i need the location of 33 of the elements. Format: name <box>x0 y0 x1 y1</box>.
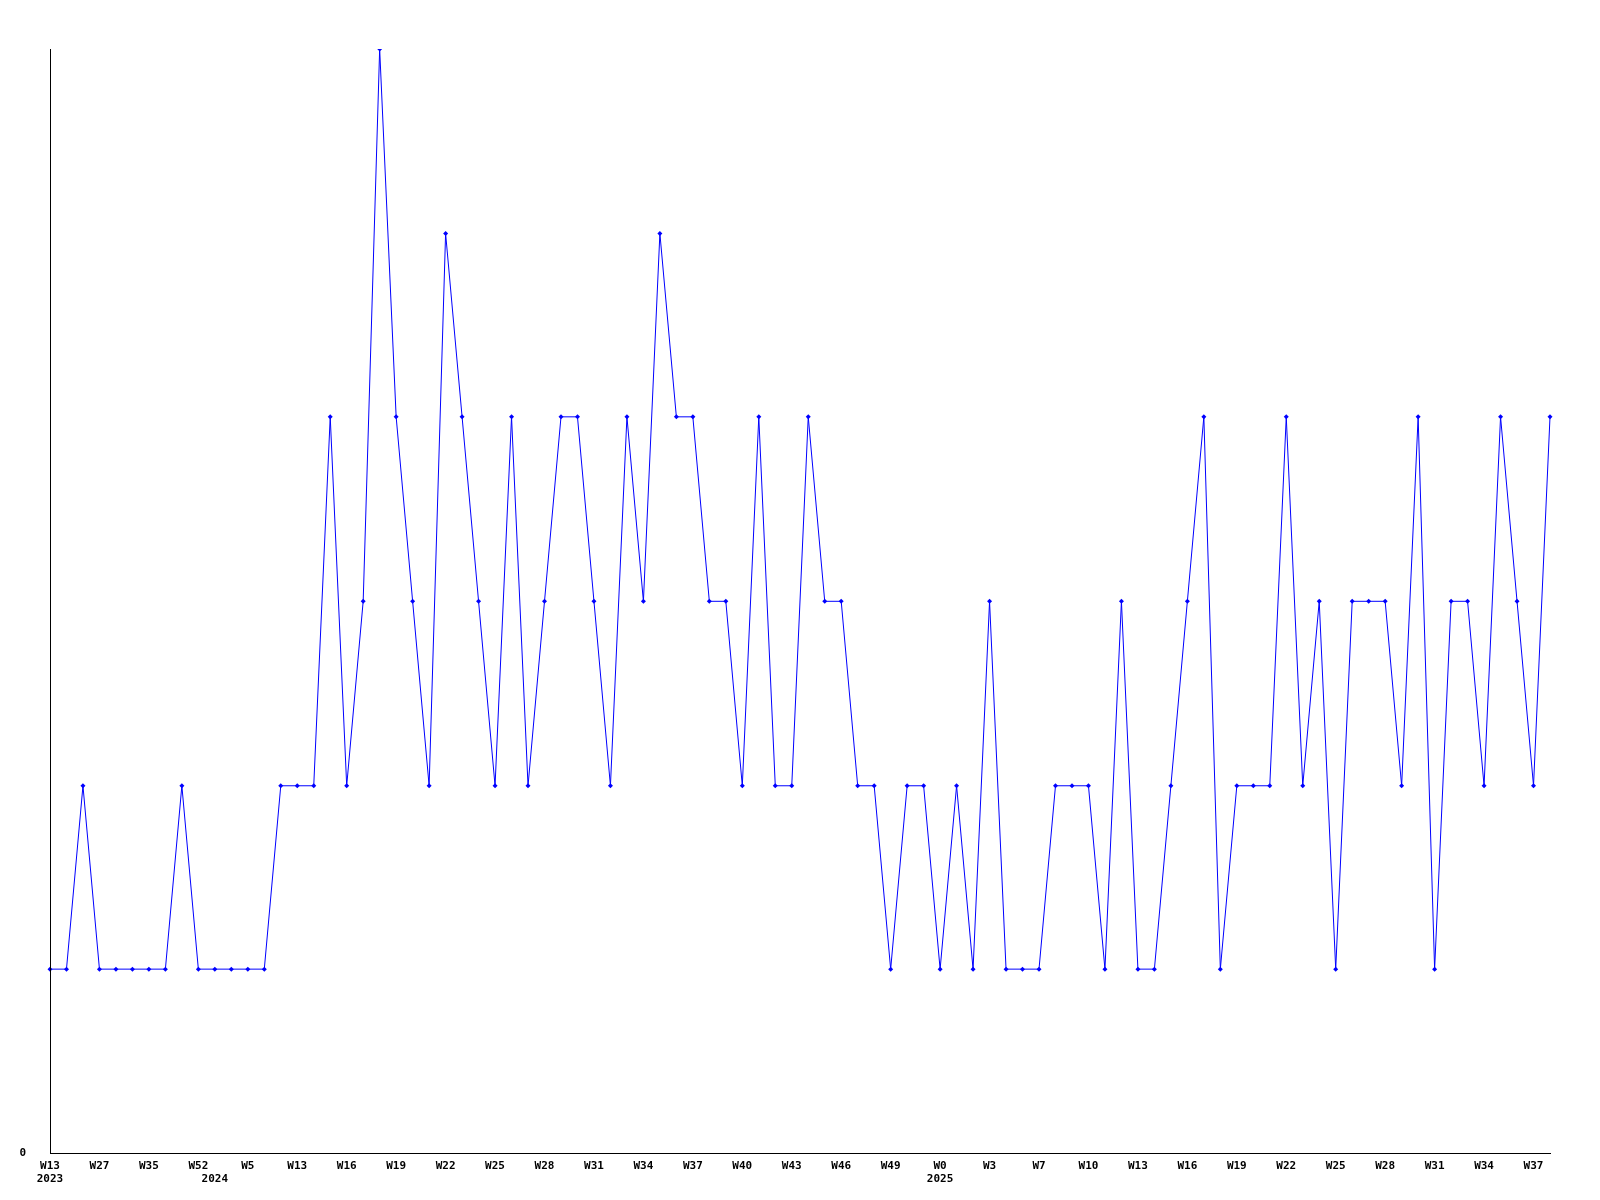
x-tick-label: W28 <box>534 1159 555 1173</box>
x-tick-label: W3 <box>982 1159 997 1173</box>
x-tick-label: W5 <box>241 1159 255 1173</box>
x-tick-label: W27 <box>89 1159 110 1173</box>
x-tick-label: W37 <box>682 1159 703 1173</box>
x-tick-label: W19 <box>386 1159 407 1173</box>
x-tick-label: W52 <box>188 1159 209 1173</box>
x-tick-label: W25 <box>485 1159 505 1173</box>
x-tick-label: W22 <box>435 1159 456 1173</box>
x-tick-label: W40 <box>732 1159 753 1173</box>
x-tick-label: W10 <box>1078 1159 1099 1173</box>
x-tick-label: W25 <box>1325 1159 1346 1173</box>
x-tick-label: W31 <box>584 1159 605 1173</box>
x-tick-label: W0 2025 <box>926 1159 954 1186</box>
x-tick-label: W19 <box>1226 1159 1247 1173</box>
x-tick-label: W16 <box>1177 1159 1198 1173</box>
x-tick-label: W34 <box>1474 1159 1495 1173</box>
x-tick-label: W34 <box>633 1159 654 1173</box>
x-tick-label: W37 <box>1523 1159 1544 1173</box>
x-tick-label: W7 <box>1032 1159 1046 1173</box>
x-tick-label: W22 <box>1276 1159 1297 1173</box>
text: 0 <box>19 1146 26 1160</box>
x-tick-label: W46 <box>831 1159 852 1173</box>
x-tick-label: W13 <box>1127 1159 1148 1173</box>
x-tick-label: W13 <box>287 1159 308 1173</box>
x-tick-label: W16 <box>336 1159 358 1173</box>
x-tick-label: W31 <box>1424 1159 1445 1173</box>
x-tick-label: W35 <box>138 1159 159 1173</box>
x-tick-label: W43 <box>781 1159 802 1173</box>
x-tick-label: W13 2023 <box>36 1159 64 1186</box>
x-tick-label: W28 <box>1375 1159 1396 1173</box>
x-tick-label: W49 <box>880 1159 901 1173</box>
x-tick-label: 2024 <box>201 1172 229 1186</box>
